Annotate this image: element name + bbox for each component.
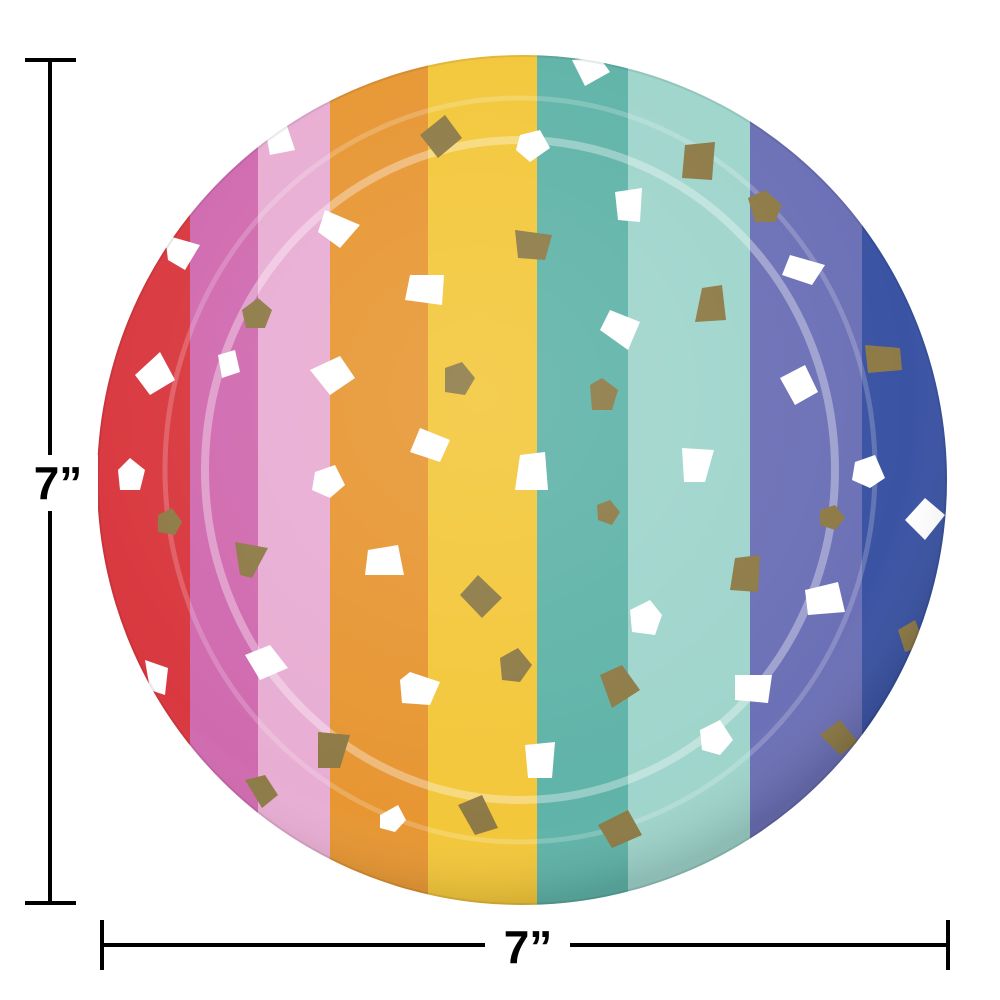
plate bbox=[97, 55, 947, 905]
width-label: 7” bbox=[504, 921, 553, 973]
width-dimension: 7” bbox=[100, 918, 950, 974]
height-label: 7” bbox=[34, 457, 83, 509]
height-dimension: 7” bbox=[20, 58, 98, 905]
